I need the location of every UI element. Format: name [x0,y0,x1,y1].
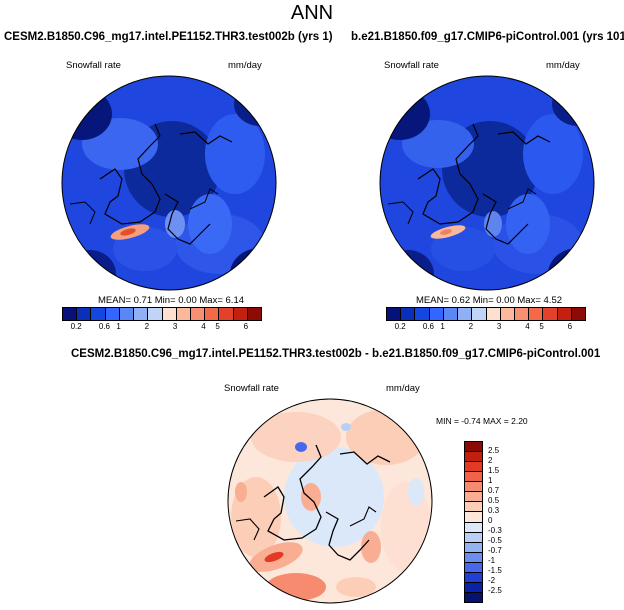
colorbar-swatch [465,562,482,573]
diff-units: mm/day [386,383,420,394]
colorbar-tick-label: 0.6 [98,322,110,331]
colorbar-swatch [401,308,416,320]
diff-title: CESM2.B1850.C96_mg17.intel.PE1152.THR3.t… [71,348,601,360]
colorbar-swatch [543,308,558,320]
colorbar-swatch [465,492,482,503]
colorbar-tick-label: 1 [440,322,445,331]
panel2-stats: MEAN= 0.62 Min= 0.00 Max= 4.52 [416,295,563,306]
colorbar-tick-label: -1 [488,556,496,565]
colorbar-swatch [247,308,262,320]
colorbar-swatch [148,308,163,320]
colorbar-swatch [219,308,234,320]
colorbar-swatch [465,592,482,602]
colorbar-tick-label: 5 [539,322,544,331]
diff-polar-map [227,398,433,604]
colorbar-swatch [429,308,444,320]
colorbar-swatch [557,308,572,320]
colorbar-swatch [162,308,177,320]
colorbar-swatch [105,308,120,320]
colorbar-swatch [571,308,586,320]
colorbar-swatch [465,552,482,563]
panel2-units: mm/day [546,60,580,71]
colorbar-swatch [387,308,402,320]
colorbar-swatch [134,308,149,320]
colorbar-tick-label: 0.6 [422,322,434,331]
colorbar-swatch [63,308,78,320]
colorbar-swatch [472,308,487,320]
colorbar-tick-label: 1 [488,476,493,485]
panel1-case-title: CESM2.B1850.C96_mg17.intel.PE1152.THR3.t… [4,31,333,43]
colorbar-swatch [500,308,515,320]
colorbar-swatch [465,482,482,493]
panel1-polar-map [61,75,277,291]
colorbar-tick-label: -1.5 [488,566,502,575]
diff-stats: MIN = -0.74 MAX = 2.20 [436,416,528,426]
diff-colorbar-ticks: 2.5 2 1.5 1 0.7 0.5 0.3 0 -0.3 -0.5 -0.7 -1 -1.5 -2 -2… [488,441,518,601]
panel2-var-label: Snowfall rate [384,60,439,71]
colorbar-swatch [465,502,482,513]
colorbar-tick-label: -0.3 [488,526,502,535]
colorbar-tick-label: -0.7 [488,546,502,555]
colorbar-swatch [205,308,220,320]
colorbar-tick-label: 2 [468,322,474,331]
colorbar-swatch [465,462,482,473]
colorbar-tick-label: 0.2 [70,322,82,331]
colorbar-tick-label: 6 [567,322,573,331]
colorbar-swatch [465,532,482,543]
colorbar-swatch [176,308,191,320]
colorbar-tick-label: 2 [144,322,150,331]
colorbar-tick-label: 2 [488,456,493,465]
colorbar-swatch [465,452,482,463]
colorbar-swatch [77,308,92,320]
colorbar-tick-label: 4 [525,322,530,331]
colorbar-tick-label: 6 [243,322,249,331]
colorbar-tick-label: -2 [488,576,496,585]
colorbar-swatch [465,512,482,523]
diff-colorbar [464,441,483,603]
colorbar-swatch [465,472,482,483]
colorbar-tick-label: 0.7 [488,486,500,495]
diff-var-label: Snowfall rate [224,383,279,394]
colorbar-swatch [190,308,206,320]
colorbar-tick-label: 1 [116,322,121,331]
panel1-stats: MEAN= 0.71 Min= 0.00 Max= 6.14 [98,295,245,306]
colorbar-swatch [465,582,482,593]
colorbar-swatch [458,308,473,320]
colorbar-tick-label: 4 [201,322,206,331]
panel1-colorbar-ticks: 0.2 0.6 1 2 3 4 5 6 [62,322,262,332]
colorbar-tick-label: -2.5 [488,586,502,595]
panel1-units: mm/day [228,60,262,71]
colorbar-swatch [91,308,106,320]
colorbar-tick-label: 0.2 [394,322,406,331]
colorbar-swatch [465,572,482,583]
colorbar-tick-label: 3 [172,322,178,331]
colorbar-swatch [514,308,530,320]
colorbar-tick-label: 0.3 [488,506,500,515]
colorbar-swatch [415,308,430,320]
colorbar-swatch [529,308,544,320]
colorbar-swatch [443,308,459,320]
colorbar-swatch [119,308,135,320]
panel2-polar-map [379,75,595,291]
panel1-colorbar [62,307,262,321]
colorbar-tick-label: 0 [488,516,493,525]
panel2-colorbar [386,307,586,321]
colorbar-swatch [465,542,482,553]
colorbar-tick-label: 0.5 [488,496,500,505]
colorbar-tick-label: 5 [215,322,220,331]
colorbar-swatch [465,442,482,453]
colorbar-tick-label: 2.5 [488,446,500,455]
colorbar-swatch [233,308,248,320]
colorbar-tick-label: 3 [496,322,502,331]
colorbar-tick-label: 1.5 [488,466,500,475]
panel2-colorbar-ticks: 0.2 0.6 1 2 3 4 5 6 [386,322,586,332]
panel1-var-label: Snowfall rate [66,60,121,71]
colorbar-swatch [465,522,482,533]
colorbar-tick-label: -0.5 [488,536,502,545]
page-title: ANN [290,2,334,24]
panel2-case-title: b.e21.B1850.f09_g17.CMIP6-piControl.001 … [351,31,624,43]
colorbar-swatch [486,308,501,320]
